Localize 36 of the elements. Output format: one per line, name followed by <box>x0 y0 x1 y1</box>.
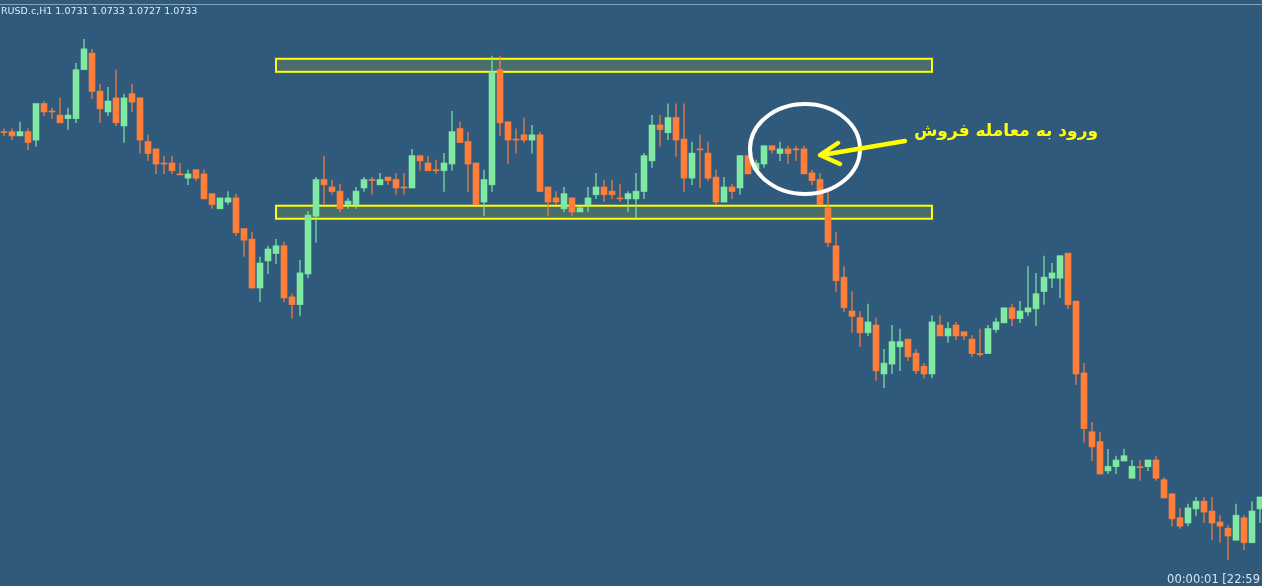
candlestick <box>696 134 704 189</box>
candlestick <box>1128 459 1136 479</box>
candlestick <box>1224 524 1232 561</box>
candlestick <box>944 321 952 344</box>
candlestick <box>664 103 672 141</box>
candlestick <box>184 169 192 186</box>
candlestick <box>176 162 184 176</box>
candlestick <box>16 121 24 137</box>
candlestick <box>1256 496 1262 524</box>
candlestick <box>1152 455 1160 482</box>
candlestick <box>584 186 592 213</box>
candlestick <box>568 197 576 217</box>
candlestick <box>936 314 944 337</box>
candlestick <box>1136 459 1144 482</box>
candlestick <box>728 183 736 200</box>
candlestick <box>720 176 728 203</box>
candlestick <box>656 114 664 148</box>
candlestick <box>776 141 784 162</box>
candlestick <box>104 86 112 117</box>
text: 00:00:01 [22:59 <box>1167 572 1260 586</box>
candlestick <box>528 124 536 155</box>
candlestick <box>368 176 376 196</box>
candlestick <box>416 155 424 172</box>
candlestick <box>1008 303 1016 327</box>
candlestick <box>320 155 328 206</box>
candlestick <box>616 183 624 203</box>
candlestick <box>864 303 872 337</box>
annotation: ورود به معامله فروش <box>913 120 1098 141</box>
candlestick <box>848 290 856 334</box>
candlestick <box>744 155 752 175</box>
candlestick <box>560 186 568 213</box>
candlestick <box>56 97 64 124</box>
candlestick <box>856 310 864 348</box>
chart-title: RUSD.c,H1 1.0731 1.0733 1.0727 1.0733 <box>1 5 198 16</box>
candlestick <box>24 128 32 151</box>
candlestick <box>592 172 600 200</box>
